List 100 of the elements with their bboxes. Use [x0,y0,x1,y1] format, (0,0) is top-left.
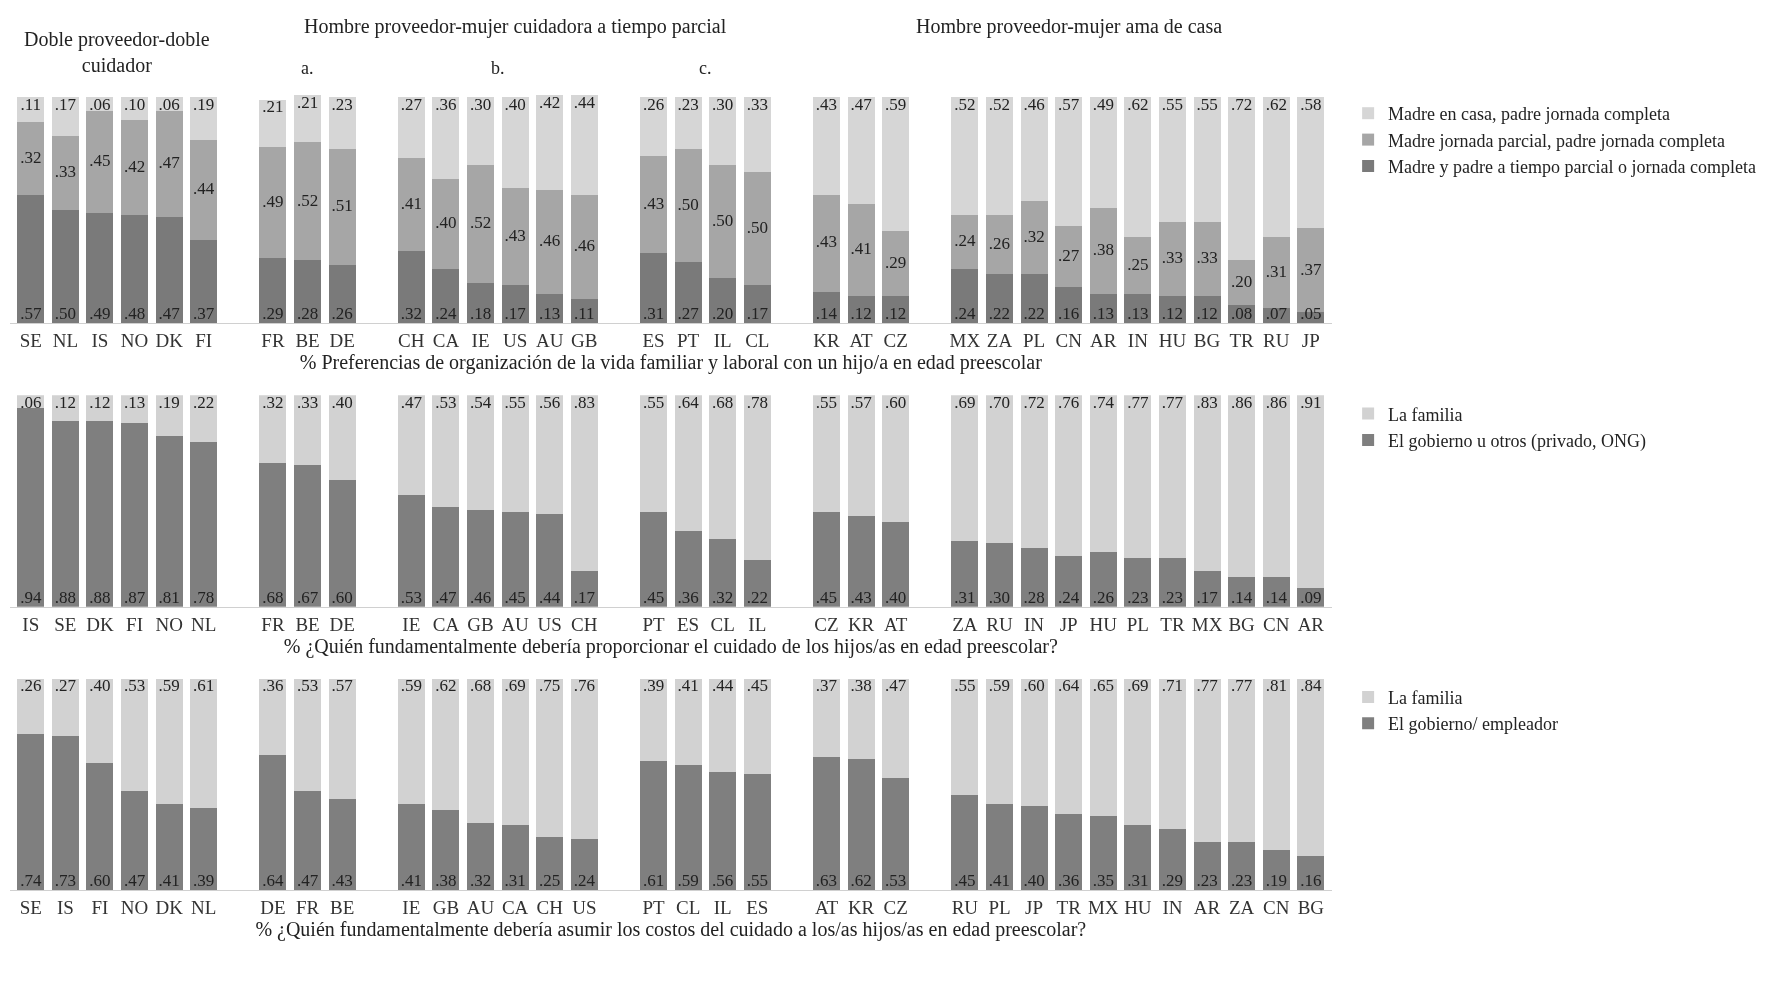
legend-label: La familia [1388,404,1463,425]
data-label: .37 [193,304,215,324]
data-label: .49 [89,304,111,324]
bar [882,522,910,607]
data-label: .24 [1058,587,1080,607]
data-label: .41 [158,870,180,890]
data-label: .31 [504,870,526,890]
data-label: .61 [642,870,665,890]
bar [155,803,183,891]
data-label: .65 [1092,676,1114,696]
x-tick-label: CZ [814,613,839,635]
data-label: .22 [193,393,215,413]
bar [1124,678,1152,825]
bar [1124,558,1152,607]
bar [1262,850,1290,891]
data-label: .23 [1196,870,1218,890]
bar [51,420,79,607]
bar [51,735,79,891]
bar [743,395,771,561]
data-label: .59 [158,676,180,696]
data-label: .78 [746,393,768,413]
data-label: .38 [1092,240,1114,260]
data-label: .24 [954,231,976,251]
x-tick-label: JP [1025,897,1044,919]
bar [190,239,218,324]
data-label: .47 [158,304,181,324]
bar [397,251,425,324]
x-tick-label: IN [1127,330,1149,352]
data-label: .56 [712,870,734,890]
bar [985,803,1013,891]
data-label: .38 [435,870,457,890]
data-label: .24 [573,870,596,890]
bar [709,165,737,279]
data-label: .33 [296,393,319,413]
data-label: .78 [193,587,215,607]
data-label: .77 [1161,393,1184,413]
bar [1055,287,1083,324]
data-label: .36 [262,676,284,696]
x-tick-label: BG [1193,330,1221,352]
x-tick-label: FI [126,613,143,635]
data-label: .68 [262,587,284,607]
bar [1193,97,1221,222]
data-label: .31 [642,304,665,324]
data-label: .26 [20,676,42,696]
bar [328,799,356,891]
data-label: .29 [885,252,907,272]
bar [190,97,218,141]
bar [501,97,529,188]
data-label: .76 [1058,393,1080,413]
text: Hombre proveedor-mujer cuidadora a tiempo parcial [304,15,727,38]
data-label: .27 [54,676,77,696]
data-label: .55 [642,393,665,413]
data-label: .36 [435,95,457,115]
legend-label: Madre y padre a tiempo parcial o jornada completa [1388,157,1756,178]
data-label: .70 [988,393,1011,413]
data-label: .83 [573,393,595,413]
data-label: .81 [1265,676,1287,696]
data-label: .69 [1127,676,1149,696]
data-label: .51 [331,196,353,216]
data-label: .30 [469,95,492,115]
data-label: .09 [1300,587,1322,607]
data-label: .43 [331,870,353,890]
x-tick-label: IL [713,330,732,352]
x-tick-label: GB [571,330,598,352]
bar [1158,828,1186,891]
x-tick-label: DE [260,897,286,919]
data-label: .12 [1161,304,1184,324]
data-label: .50 [712,210,734,230]
x-tick-label: ES [642,330,665,352]
bar [951,214,979,270]
data-label: .57 [20,304,42,324]
data-label: .47 [885,676,907,696]
data-label: .37 [1300,259,1322,279]
data-label: .26 [1092,587,1114,607]
data-label: .14 [1265,587,1288,607]
data-label: .30 [988,587,1011,607]
legend-label: El gobierno/ empleador [1388,714,1559,735]
bar [294,465,322,607]
data-label: .54 [469,393,492,413]
text: b. [491,58,505,78]
data-label: .72 [1231,95,1253,115]
bar [536,395,564,514]
data-label: .53 [885,870,907,890]
bar [155,110,183,218]
data-label: .64 [1058,676,1080,696]
data-label: .19 [193,95,215,115]
data-label: .60 [331,587,353,607]
data-label: .33 [1196,248,1218,268]
data-label: .43 [504,225,526,245]
bar [1228,260,1256,306]
bar [1262,395,1290,578]
data-label: .60 [885,393,907,413]
x-tick-label: HU [1089,613,1118,635]
x-tick-label: DK [155,897,184,919]
bar [743,560,771,607]
bar [847,759,875,891]
data-label: .86 [1231,393,1253,413]
bar [121,790,149,891]
bar [847,515,875,607]
bar [190,807,218,891]
